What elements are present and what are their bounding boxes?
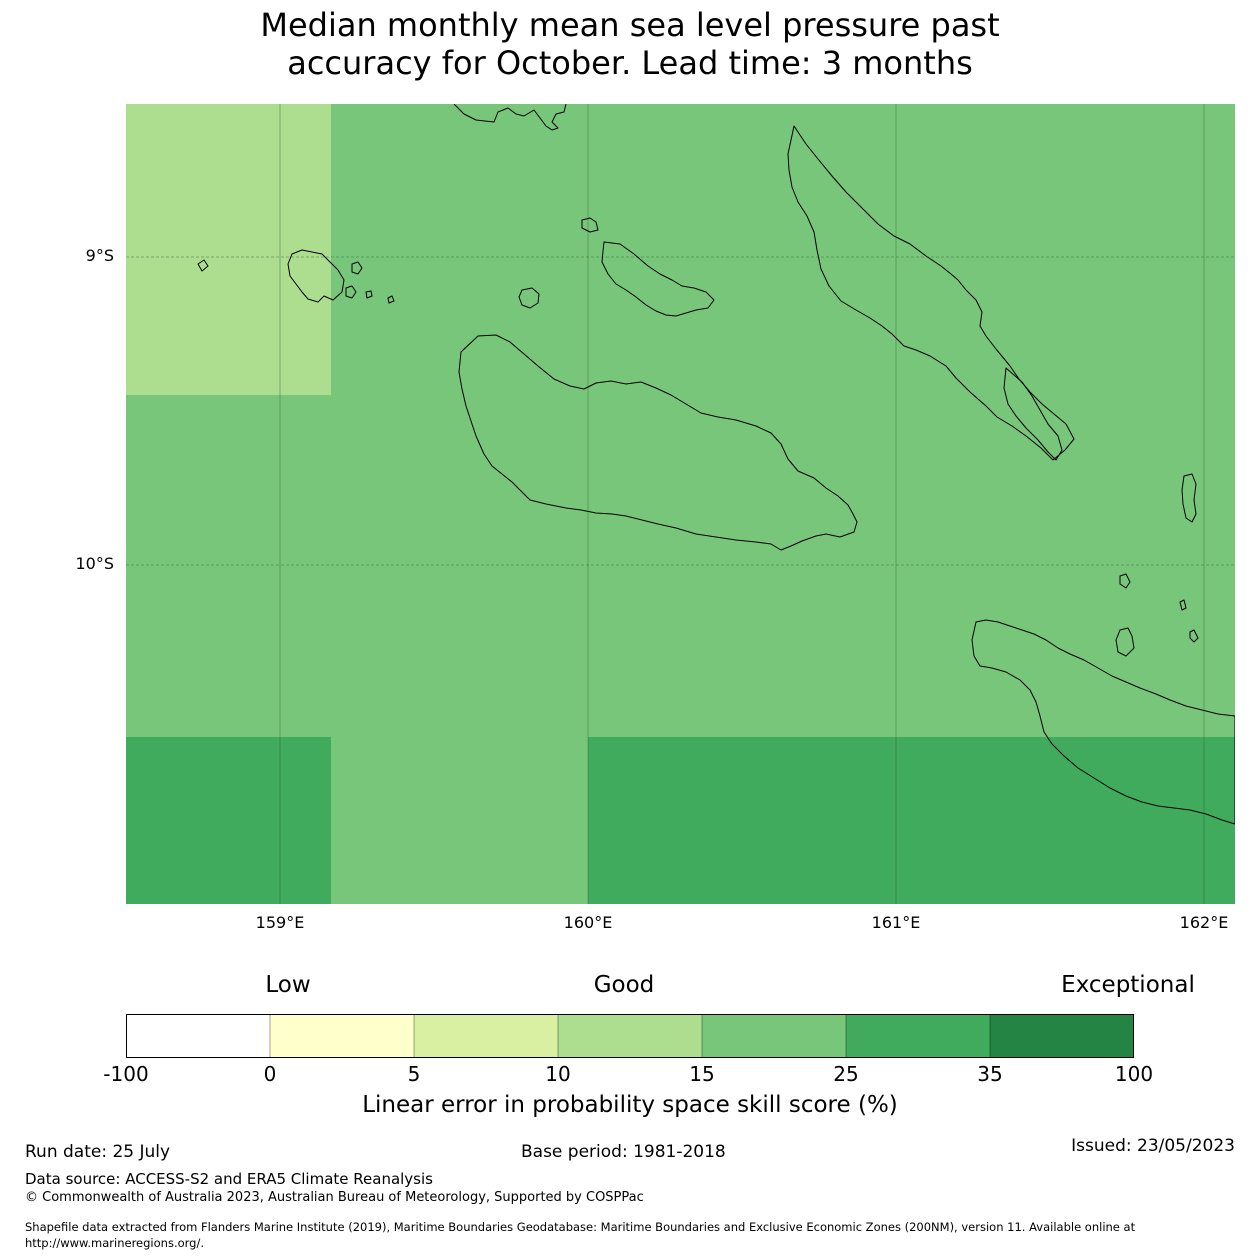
island-west-islet [197, 259, 209, 272]
island-east-small-d [1189, 629, 1199, 643]
colorbar-segment-7 [990, 1014, 1134, 1058]
colorbar-segment-1 [126, 1014, 270, 1058]
map-panel [126, 104, 1235, 904]
colorbar-tick-6: 25 [833, 1062, 859, 1086]
copyright: © Commonwealth of Australia 2023, Austra… [25, 1190, 644, 1205]
island-east-small-a [1181, 473, 1197, 523]
map-svg [126, 104, 1235, 904]
coastlines [197, 104, 1235, 825]
island-ulawa [1115, 627, 1135, 657]
island-east-small-c [1179, 599, 1187, 611]
island-russell-small-c [365, 290, 373, 299]
shapefile-credit-line-1: Shapefile data extracted from Flanders M… [25, 1220, 1136, 1234]
cell-south-center [331, 737, 588, 904]
cell-southeast [588, 737, 1235, 904]
map-title: Median monthly mean sea level pressure p… [0, 6, 1260, 82]
colorbar-tick-7: 35 [977, 1062, 1003, 1086]
colorbar-segment-4 [558, 1014, 702, 1058]
islet-east-1 [387, 295, 395, 304]
colorbar-tick-8: 100 [1114, 1062, 1154, 1086]
shapefile-credit-line-2: http://www.marineregions.org/. [25, 1236, 204, 1250]
colorbar-tick-2: 0 [263, 1062, 277, 1086]
lon-label-161e: 161°E [871, 913, 921, 932]
title-line-2: accuracy for October. Lead time: 3 month… [287, 44, 973, 82]
island-malaita-south [1003, 367, 1063, 461]
island-savo [518, 287, 540, 309]
island-russell-main [287, 249, 345, 303]
cell-north [331, 104, 1235, 395]
island-ngella-small [581, 217, 599, 233]
island-florida-group [601, 241, 715, 317]
cell-middle [126, 395, 1235, 737]
lon-label-162e: 162°E [1179, 913, 1229, 932]
cell-northwest [126, 104, 331, 395]
island-east-small-b [1119, 573, 1131, 589]
colorbar-segment-5 [702, 1014, 846, 1058]
cell-southwest [126, 737, 331, 904]
lat-label-9s: 9°S [85, 246, 114, 265]
island-makira [971, 619, 1235, 825]
colorbar-frame [126, 1014, 1134, 1058]
island-russell-small-a [351, 261, 363, 275]
colorbar-segment-6 [846, 1014, 990, 1058]
lon-label-160e: 160°E [563, 913, 613, 932]
lat-label-10s: 10°S [75, 554, 114, 573]
colorbar-word-exceptional: Exceptional [1061, 972, 1195, 998]
island-guadalcanal [458, 334, 858, 551]
colorbar-tick-5: 15 [689, 1062, 715, 1086]
island-north-coast [453, 104, 567, 131]
issued-date: Issued: 23/05/2023 [1071, 1136, 1235, 1156]
title-line-1: Median monthly mean sea level pressure p… [260, 6, 1000, 44]
colorbar-tick-4: 10 [545, 1062, 571, 1086]
data-source: Data source: ACCESS-S2 and ERA5 Climate … [25, 1170, 433, 1188]
lon-label-159e: 159°E [255, 913, 305, 932]
colorbar-label: Linear error in probability space skill … [362, 1092, 898, 1118]
run-date: Run date: 25 July [25, 1142, 171, 1162]
island-russell-small-b [345, 285, 357, 299]
colorbar-segment-3 [414, 1014, 558, 1058]
colorbar-word-good: Good [593, 972, 655, 998]
base-period: Base period: 1981-2018 [521, 1142, 726, 1162]
colorbar-word-low: Low [265, 972, 311, 998]
colorbar-tick-3: 5 [407, 1062, 421, 1086]
colorbar [126, 1014, 1134, 1058]
colorbar-tick-1: -100 [103, 1062, 149, 1086]
colorbar-segment-2 [270, 1014, 414, 1058]
